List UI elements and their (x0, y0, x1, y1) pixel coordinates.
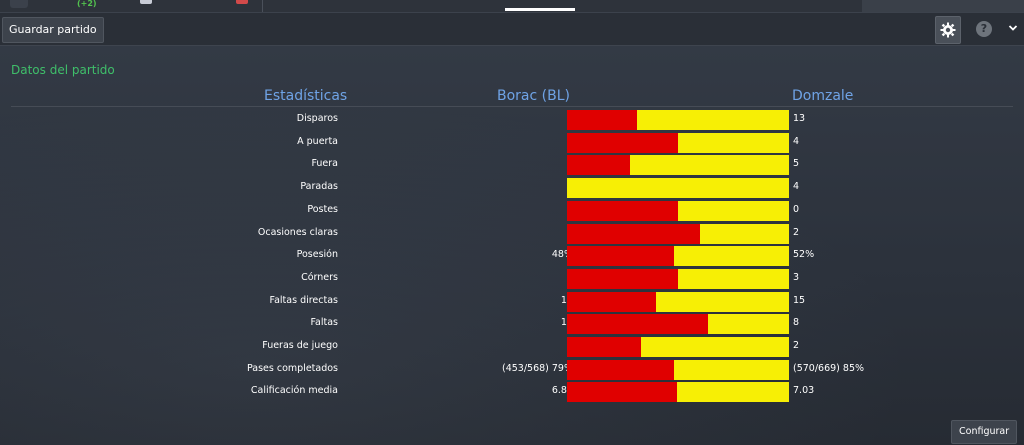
comparison-bar (567, 291, 789, 312)
stat-label: Fuera (311, 158, 338, 170)
home-share-fill (567, 314, 709, 335)
away-value: 0 (793, 203, 800, 215)
home-share-fill (567, 110, 638, 130)
away-value: 2 (793, 226, 800, 238)
home-share-fill (567, 268, 678, 289)
comparison-bar (567, 155, 789, 176)
stat-label: Posesión (296, 249, 338, 261)
stat-label: Pases completados (246, 362, 338, 374)
home-share-fill (567, 291, 656, 312)
home-value: 14 (561, 312, 573, 334)
top-tab-strip: (+2) (0, 0, 1024, 13)
away-value: 15 (793, 294, 806, 306)
section-title: Datos del partido (11, 63, 115, 77)
stat-label: A puerta (297, 135, 338, 147)
stats-header: Estadísticas (264, 88, 348, 104)
home-share-fill (567, 382, 677, 403)
comparison-bar (567, 246, 789, 267)
comparison-bar (567, 268, 789, 289)
home-value: 6.87 (551, 385, 573, 397)
home-share-fill (567, 246, 674, 267)
stat-row: Posesión 48% 52% (11, 244, 1013, 267)
kit-icon (140, 0, 152, 4)
home-share-fill (567, 223, 701, 244)
stat-label: Postes (307, 203, 338, 215)
stat-row: Fuera25 (11, 153, 1013, 176)
stat-row: Postes00 (11, 199, 1013, 221)
divider (262, 0, 263, 12)
home-value: 48% (551, 249, 573, 261)
stat-row: Pases completados (453/568) 79% (570/669) … (11, 358, 1013, 380)
stat-label: Calificación media (250, 385, 338, 397)
away-value: 7.03 (793, 385, 815, 397)
stat-label: Paradas (300, 181, 338, 193)
comparison-bar (567, 200, 789, 221)
home-share-fill (567, 359, 674, 380)
change-badge: (+2) (77, 0, 97, 8)
away-value: 4 (793, 181, 800, 193)
away-value: 8 (793, 317, 800, 329)
away-value: 5 (793, 158, 800, 170)
stat-label: Fueras de juego (262, 340, 338, 351)
stat-label: Ocasiones claras (257, 226, 338, 238)
stat-row: Fueras de juego12 (11, 335, 1013, 357)
configure-button[interactable]: Configurar (951, 420, 1018, 444)
header-divider (11, 106, 1013, 107)
help-icon[interactable]: ? (976, 21, 992, 37)
stat-label: Faltas (310, 317, 338, 329)
top-right-panel (862, 0, 1024, 12)
comparison-bar (567, 110, 789, 130)
away-team-header[interactable]: Domzale (792, 88, 854, 104)
away-value: 3 (793, 271, 800, 283)
away-value: 2 (793, 340, 800, 351)
away-value: 52% (793, 249, 815, 261)
stat-row: A puerta44 (11, 131, 1013, 153)
stat-label: Faltas directas (269, 294, 339, 306)
gear-icon (940, 22, 956, 38)
comparison-bar (567, 337, 789, 357)
home-share-fill (567, 155, 631, 176)
comparison-bar (567, 132, 789, 153)
stat-row: Calificación media 6.87 7.03 (11, 380, 1013, 403)
settings-button[interactable] (935, 16, 961, 44)
save-match-button[interactable]: Guardar partido (2, 17, 104, 43)
toolbar: Guardar partido ? (0, 13, 1024, 46)
match-stats-panel: Datos del partido Estadísticas Borac (BL… (0, 46, 1024, 445)
top-tab[interactable] (10, 0, 28, 8)
stat-row: Córners33 (11, 267, 1013, 289)
home-value: 10 (561, 290, 573, 312)
stat-label: Córners (301, 271, 338, 283)
stat-row: Ocasiones claras32 (11, 222, 1013, 244)
comparison-bar (567, 223, 789, 244)
comparison-bar (567, 359, 789, 380)
comparison-bar (567, 178, 789, 199)
kit-icon-away (236, 0, 248, 4)
home-team-header[interactable]: Borac (BL) (497, 88, 570, 104)
active-tab-indicator (505, 8, 575, 11)
stat-row: Faltas 14 8 (11, 312, 1013, 335)
home-share-fill (567, 337, 641, 357)
home-share-fill (567, 132, 678, 153)
stat-row: Disparos613 (11, 108, 1013, 130)
stat-label: Disparos (296, 113, 338, 124)
home-share-fill (567, 200, 678, 221)
away-value: 4 (793, 135, 800, 147)
stat-row: Faltas directas 10 15 (11, 290, 1013, 312)
comparison-bar (567, 382, 789, 403)
comparison-bar (567, 314, 789, 335)
away-value: 13 (793, 113, 806, 124)
chevron-down-icon[interactable] (1006, 21, 1020, 35)
home-value: (453/568) 79% (501, 362, 573, 374)
away-value: (570/669) 85% (793, 362, 865, 374)
stat-row: Paradas04 (11, 176, 1013, 199)
